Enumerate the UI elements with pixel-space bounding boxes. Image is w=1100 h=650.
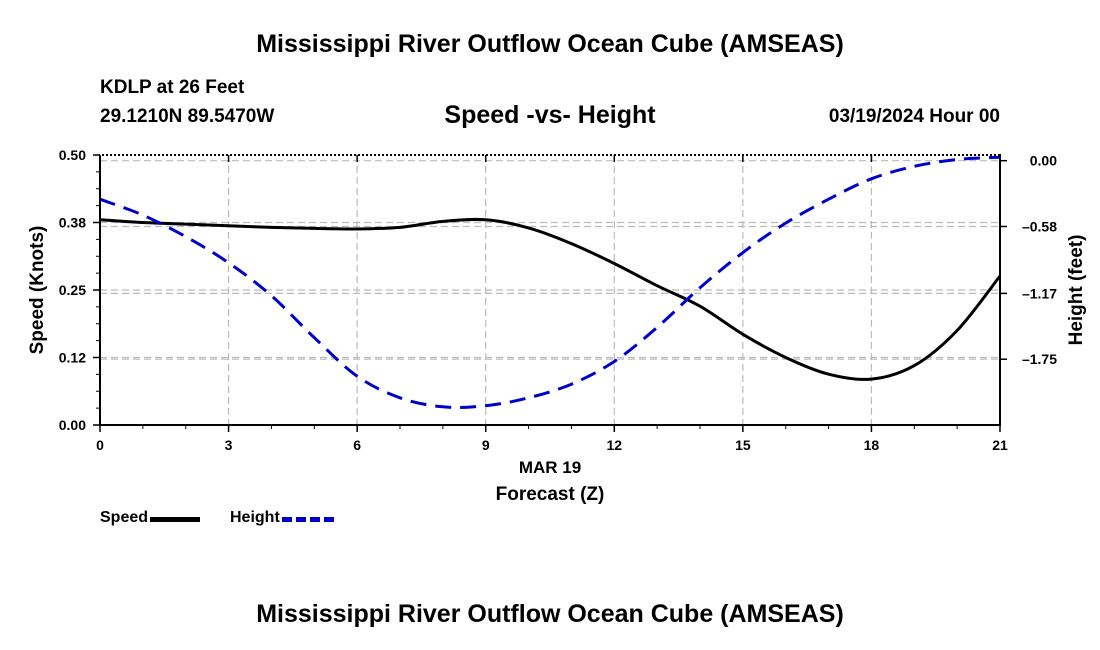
x-tick-label: 21 bbox=[992, 437, 1008, 453]
grid-lines bbox=[100, 155, 1000, 425]
chart-main-title: Mississippi River Outflow Ocean Cube (AM… bbox=[256, 30, 844, 58]
x-tick-label: 9 bbox=[482, 437, 490, 453]
legend-height-swatch bbox=[281, 516, 334, 522]
x-tick-label: 15 bbox=[735, 437, 751, 453]
y-left-tick-label: 0.12 bbox=[59, 350, 86, 366]
y-left-tick-label: 0.38 bbox=[59, 215, 86, 231]
chart-footer-title: Mississippi River Outflow Ocean Cube (AM… bbox=[256, 600, 844, 628]
legend-height: Height bbox=[230, 509, 334, 527]
y-left-tick-label: 0.25 bbox=[59, 282, 86, 298]
x-tick-label: 0 bbox=[96, 437, 104, 453]
x-tick-label: 6 bbox=[353, 437, 361, 453]
x-tick-label: 3 bbox=[225, 437, 233, 453]
x-axis-date-label: MAR 19 bbox=[519, 458, 581, 477]
x-axis-title: Forecast (Z) bbox=[496, 484, 605, 505]
series-line-height bbox=[99, 155, 1001, 409]
y-axis-right-title: Height (feet) bbox=[1066, 235, 1087, 346]
y-left-tick-label: 0.50 bbox=[59, 147, 86, 163]
x-tick-label: 18 bbox=[864, 437, 880, 453]
axis-ticks: 0 3 6 9 12 15 18 21 0.00 0.12 0.25 0.38 0.50 0.00 –0.5… bbox=[59, 147, 1057, 453]
legend-speed-swatch bbox=[150, 516, 201, 522]
series-line-speed bbox=[99, 217, 1002, 381]
y-right-tick-label: –0.58 bbox=[1022, 218, 1057, 234]
legend-speed-label: Speed bbox=[100, 509, 149, 526]
date-time-label: 03/19/2024 Hour 00 bbox=[828, 106, 1000, 127]
chart-subtitle: Speed -vs- Height bbox=[444, 101, 656, 129]
y-axis-left-title: Speed (Knots) bbox=[27, 226, 48, 355]
coordinates-label: 29.1210N 89.5470W bbox=[100, 106, 275, 127]
y-right-tick-label: –1.17 bbox=[1022, 285, 1057, 301]
y-left-tick-label: 0.00 bbox=[59, 417, 86, 433]
y-right-tick-label: 0.00 bbox=[1030, 153, 1057, 169]
x-tick-label: 12 bbox=[606, 437, 622, 453]
station-label: KDLP at 26 Feet bbox=[100, 77, 245, 98]
series-layer bbox=[99, 155, 1002, 409]
legend-height-label: Height bbox=[230, 509, 280, 526]
y-right-tick-label: –1.75 bbox=[1022, 351, 1057, 367]
legend-speed: Speed bbox=[100, 509, 201, 527]
